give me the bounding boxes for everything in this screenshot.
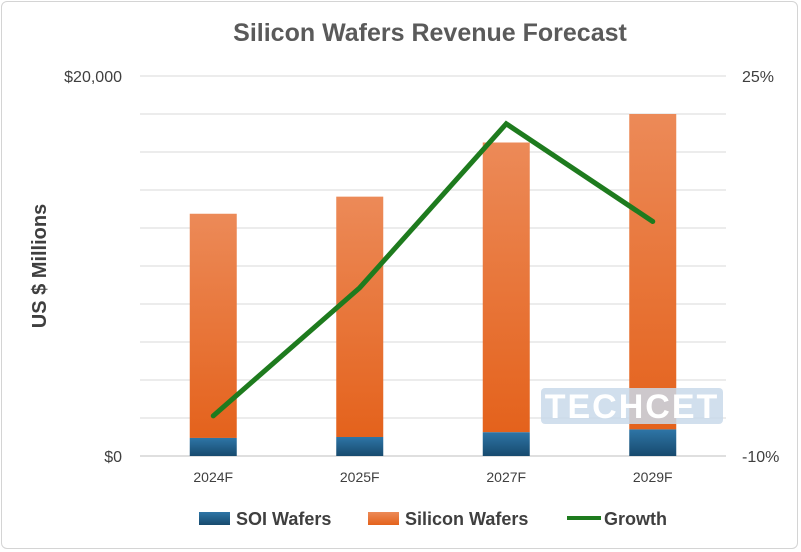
bar-soi-wafers	[629, 429, 677, 456]
x-tick-labels: 2024F 2025F 2027F 2029F	[193, 469, 672, 485]
legend-label-growth: Growth	[604, 509, 667, 529]
y-tick-bottom: $0	[104, 449, 122, 466]
legend-swatch-soi	[199, 512, 230, 525]
x-tick-label: 2025F	[340, 469, 380, 485]
growth-line-layer	[210, 120, 656, 419]
watermark: TECHCET	[541, 388, 723, 426]
y2-tick-top: 25%	[742, 69, 774, 86]
y-tick-top: $20,000	[64, 69, 122, 86]
gridlines	[140, 75, 726, 457]
watermark-text: TECHCET	[545, 388, 720, 426]
bar-silicon-wafers	[482, 142, 530, 433]
chart-title: Silicon Wafers Revenue Forecast	[233, 19, 627, 47]
x-tick-label: 2027F	[486, 469, 526, 485]
x-tick-label: 2029F	[633, 469, 673, 485]
bar-silicon-wafers	[336, 196, 384, 437]
bar-soi-wafers	[189, 437, 237, 456]
bar-soi-wafers	[482, 432, 530, 456]
y-axis-label: US $ Millions	[29, 204, 51, 328]
legend: SOI Wafers Silicon Wafers Growth	[199, 509, 667, 529]
bar-silicon-wafers	[629, 114, 677, 430]
bar-soi-wafers	[336, 437, 384, 456]
legend-label-soi: SOI Wafers	[236, 509, 331, 529]
y2-tick-bottom: -10%	[742, 449, 779, 466]
legend-swatch-silicon	[368, 512, 399, 525]
growth-line	[210, 120, 656, 419]
x-tick-label: 2024F	[193, 469, 233, 485]
watermark-box	[541, 388, 723, 424]
legend-label-silicon: Silicon Wafers	[405, 509, 528, 529]
